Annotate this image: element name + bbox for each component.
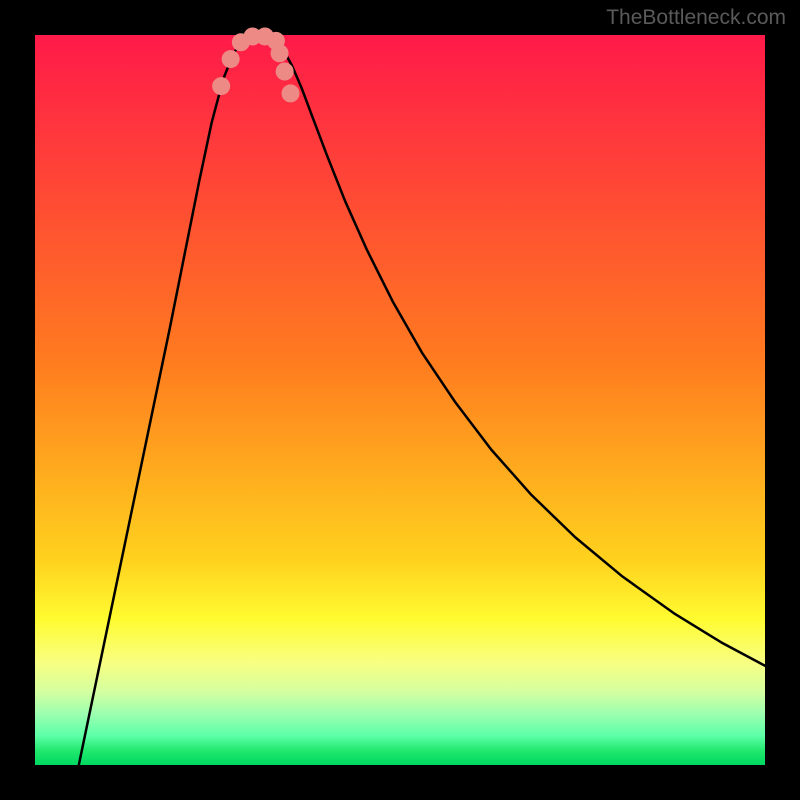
data-marker	[282, 84, 300, 102]
data-marker	[222, 50, 240, 68]
data-marker-group	[212, 27, 299, 102]
data-marker	[271, 44, 289, 62]
chart-plot-area	[35, 35, 765, 765]
data-marker	[276, 63, 294, 81]
watermark-text: TheBottleneck.com	[606, 6, 786, 30]
chart-svg-layer	[35, 35, 765, 765]
data-marker	[212, 77, 230, 95]
bottleneck-curve	[79, 35, 765, 765]
